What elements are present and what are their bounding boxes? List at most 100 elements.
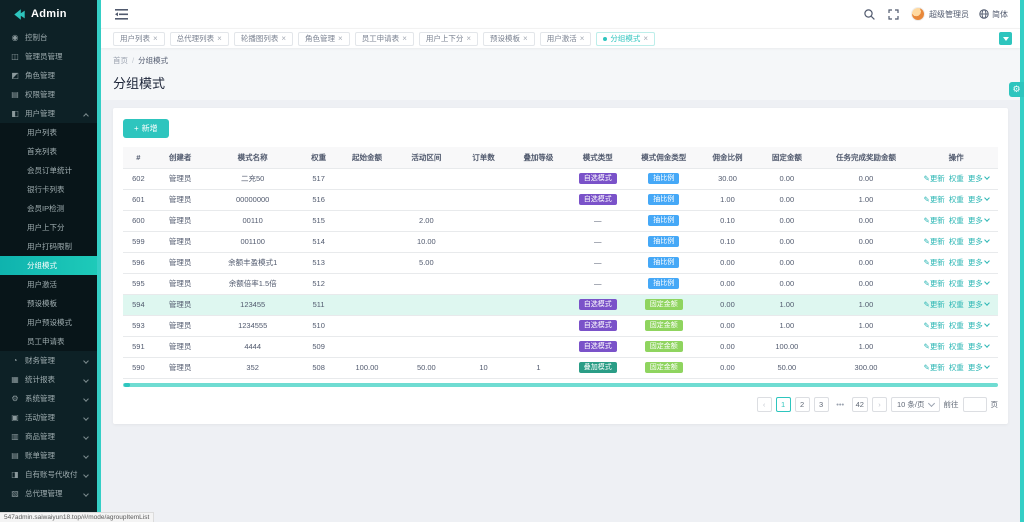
page-button-2[interactable]: 2 [794,396,810,412]
more-link[interactable]: 更多 [968,300,990,309]
tab-role-management[interactable]: 角色管理 × [298,31,350,46]
sidebar-scrollbar[interactable] [97,0,101,522]
sidebar-item-product-management[interactable]: ▥ 商品管理 [0,427,97,446]
close-icon[interactable]: × [402,33,407,43]
search-button[interactable] [861,6,877,22]
add-button[interactable]: + 新增 [123,119,169,138]
edit-icon: ✎ [923,321,930,330]
page-button-3[interactable]: 3 [813,396,829,412]
sidebar-item-own-account-payment[interactable]: ◨ 自有账号代收付 [0,465,97,484]
sidebar-item-role-management[interactable]: ◩ 角色管理 [0,66,97,85]
weight-link[interactable]: 权重 [948,321,964,330]
update-link[interactable]: ✎更新 [923,258,945,267]
sidebar-item-member-order-stats[interactable]: 会员订单统计 [0,161,97,180]
breadcrumb-home[interactable]: 首页 [113,56,128,65]
user-name[interactable]: 超级管理员 [929,9,969,19]
update-link[interactable]: ✎更新 [923,174,945,183]
sidebar-item-employee-application[interactable]: 员工申请表 [0,332,97,351]
close-icon[interactable]: × [579,33,585,43]
weight-link[interactable]: 权重 [948,279,964,288]
weight-link[interactable]: 权重 [948,195,964,204]
sidebar-item-user-updown[interactable]: 用户上下分 [0,218,97,237]
goto-page-input[interactable] [962,396,987,412]
update-link[interactable]: ✎更新 [923,237,945,246]
sidebar-item-first-charge-list[interactable]: 首充列表 [0,142,97,161]
more-link[interactable]: 更多 [968,216,990,225]
page-size-select[interactable]: 10 条/页 [890,396,940,412]
weight-link[interactable]: 权重 [948,237,964,246]
update-link[interactable]: ✎更新 [923,321,945,330]
more-link[interactable]: 更多 [968,279,990,288]
more-link[interactable]: 更多 [968,321,990,330]
more-link[interactable]: 更多 [968,195,990,204]
page-button-last[interactable]: 42 [851,396,868,412]
tab-options-button[interactable] [999,32,1012,45]
close-icon[interactable]: × [466,33,472,43]
close-icon[interactable]: × [281,33,287,43]
sidebar-item-permission-management[interactable]: ▤ 权限管理 [0,85,97,104]
update-link[interactable]: ✎更新 [923,342,945,351]
more-link[interactable]: 更多 [968,258,990,267]
close-icon[interactable]: × [523,33,528,43]
close-icon[interactable]: × [217,33,222,43]
tab-group-mode[interactable]: 分组模式 × [596,31,656,46]
tab-preset-template[interactable]: 预设模板 × [483,31,535,46]
sidebar-item-bill-management[interactable]: ▤ 账单管理 [0,446,97,465]
weight-link[interactable]: 权重 [948,174,964,183]
tab-user-updown[interactable]: 用户上下分 × [418,31,479,46]
app-logo[interactable]: Admin [0,0,97,28]
weight-link[interactable]: 权重 [948,363,964,372]
weight-link[interactable]: 权重 [948,258,964,267]
sidebar-item-label: 自有账号代收付 [25,470,78,479]
tab-general-agent-list[interactable]: 总代理列表 × [169,31,229,46]
update-link[interactable]: ✎更新 [923,195,945,204]
sidebar-item-dashboard[interactable]: ◉ 控制台 [0,28,97,47]
sidebar-item-user-preset-mode[interactable]: 用户预设模式 [0,313,97,332]
mode-type-dash: — [594,258,602,267]
page-button-1[interactable]: 1 [775,396,791,412]
sidebar-item-system-management[interactable]: ⚙ 系统管理 [0,389,97,408]
sidebar-item-finance-management[interactable]: ◔ 财务管理 [0,351,97,370]
weight-link[interactable]: 权重 [948,300,964,309]
update-link[interactable]: ✎更新 [923,300,945,309]
sidebar-item-group-mode[interactable]: 分组模式 [0,256,97,275]
close-icon[interactable]: × [153,33,158,43]
page-scrollbar[interactable] [1020,0,1024,522]
more-link[interactable]: 更多 [968,237,990,246]
close-icon[interactable]: × [338,33,343,43]
sidebar-collapse-button[interactable] [113,6,129,22]
weight-link[interactable]: 权重 [948,216,964,225]
close-icon[interactable]: × [643,33,649,43]
tab-employee-application[interactable]: 员工申请表 × [354,31,414,46]
more-link[interactable]: 更多 [968,342,990,351]
horizontal-scrollbar[interactable] [123,382,998,387]
weight-link[interactable]: 权重 [948,342,964,351]
tab-user-activation[interactable]: 用户激活 × [539,31,592,46]
sidebar-item-user-management[interactable]: ◧ 用户管理 [0,104,97,123]
sidebar-item-admin-management[interactable]: ◫ 管理员管理 [0,47,97,66]
sidebar-item-general-agent-management[interactable]: ▧ 总代理管理 [0,484,97,503]
sidebar-item-member-ip-check[interactable]: 会员IP检测 [0,199,97,218]
sidebar-item-user-bet-limit[interactable]: 用户打码限制 [0,237,97,256]
tab-carousel-list[interactable]: 轮播图列表 × [233,31,294,46]
sidebar-item-user-list[interactable]: 用户列表 [0,123,97,142]
next-page-button[interactable]: › [871,396,887,412]
mode-type-badge: 自选模式 [578,173,617,184]
update-link[interactable]: ✎更新 [923,363,945,372]
sidebar-item-bank-card-list[interactable]: 银行卡列表 [0,180,97,199]
sidebar-item-preset-template[interactable]: 预设模板 [0,294,97,313]
page-ellipsis[interactable]: ••• [832,396,848,412]
language-selector[interactable]: 简体 [979,9,1008,20]
tab-user-list[interactable]: 用户列表 × [113,31,165,46]
update-link[interactable]: ✎更新 [923,216,945,225]
sidebar-item-user-activation[interactable]: 用户激活 [0,275,97,294]
avatar[interactable] [911,7,925,21]
prev-page-button[interactable]: ‹ [756,396,772,412]
settings-fab[interactable]: ⚙ [1009,82,1024,97]
sidebar-item-stats-report[interactable]: ▦ 统计报表 [0,370,97,389]
fullscreen-button[interactable] [885,6,901,22]
update-link[interactable]: ✎更新 [923,279,945,288]
more-link[interactable]: 更多 [968,174,990,183]
more-link[interactable]: 更多 [968,363,990,372]
sidebar-item-activity-management[interactable]: ▣ 活动管理 [0,408,97,427]
